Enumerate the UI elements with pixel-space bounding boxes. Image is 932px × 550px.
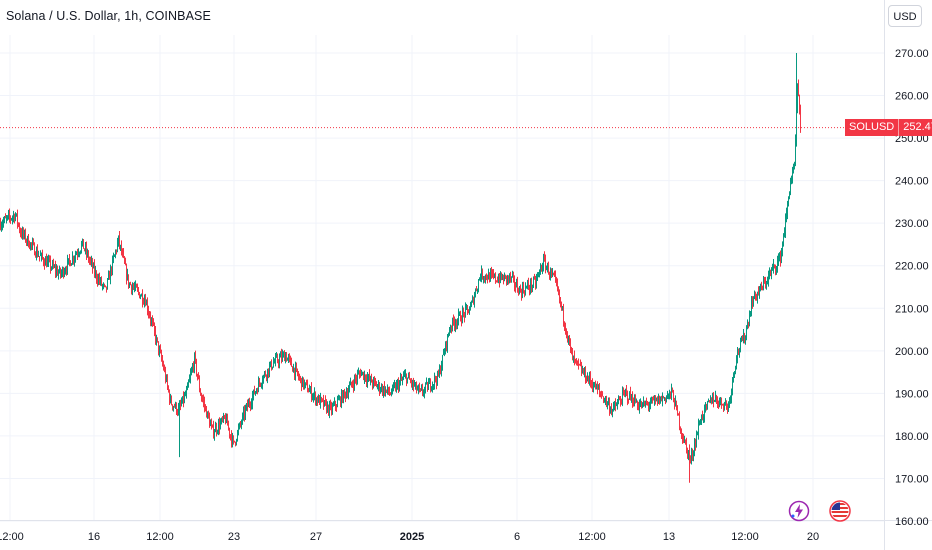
lightning-icon-graphic	[788, 500, 810, 522]
x-tick-label: 16	[88, 531, 100, 543]
x-tick-label: 20	[807, 531, 819, 543]
x-tick-label: 12:00	[0, 531, 24, 543]
x-tick-label: 2025	[400, 531, 424, 543]
y-tick-label: 220.00	[895, 261, 929, 273]
chart-title: Solana / U.S. Dollar, 1h, COINBASE	[6, 9, 211, 23]
y-tick-label: 180.00	[895, 431, 929, 443]
y-tick-label: 170.00	[895, 473, 929, 485]
lightning-icon[interactable]	[788, 500, 810, 522]
y-tick-label: 210.00	[895, 303, 929, 315]
y-tick-label: 260.00	[895, 91, 929, 103]
price-tag-symbol: SOLUSD	[845, 119, 900, 136]
x-tick-label: 13	[663, 531, 675, 543]
x-tick-label: 12:00	[731, 531, 759, 543]
y-tick-label: 200.00	[895, 346, 929, 358]
x-tick-label: 27	[310, 531, 322, 543]
x-tick-label: 6	[514, 531, 520, 543]
y-tick-label: 240.00	[895, 176, 929, 188]
last-price-tag: SOLUSD 252.47	[845, 119, 932, 136]
x-tick-label: 23	[228, 531, 240, 543]
y-tick-label: 160.00	[895, 516, 929, 528]
y-tick-label: 270.00	[895, 48, 929, 60]
y-tick-label: 230.00	[895, 218, 929, 230]
candles-group	[0, 53, 801, 483]
x-tick-label: 12:00	[578, 531, 606, 543]
us-flag-icon-graphic	[829, 500, 851, 522]
y-tick-label: 190.00	[895, 388, 929, 400]
us-flag-icon[interactable]	[829, 500, 851, 522]
x-tick-label: 12:00	[146, 531, 174, 543]
currency-button[interactable]: USD	[888, 5, 922, 27]
y-tick-label: 250.00	[895, 133, 929, 145]
price-tag-value: 252.47	[899, 119, 932, 136]
